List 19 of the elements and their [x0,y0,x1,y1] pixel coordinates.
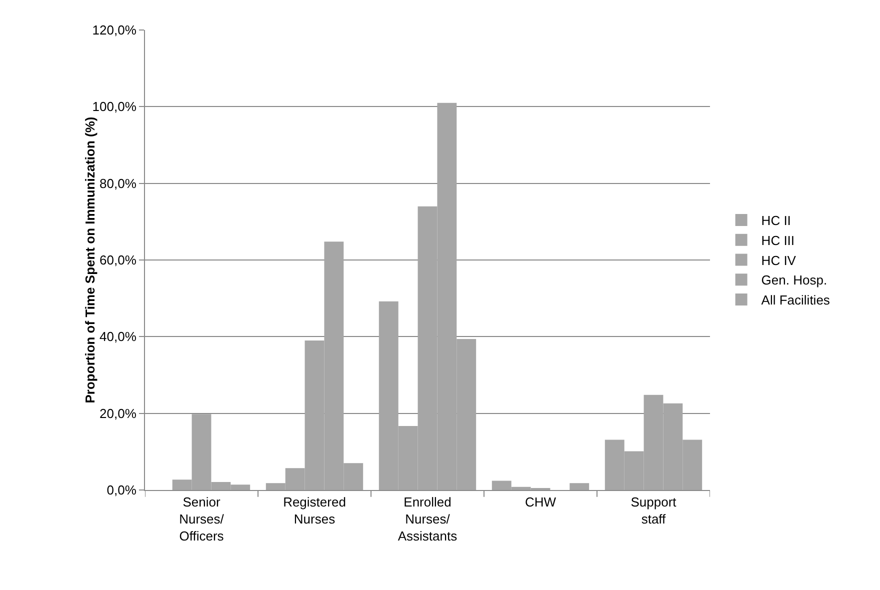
x-tick-label: CHW [524,494,557,510]
x-tick-label: Senior Nurses/ Officers [179,494,224,544]
y-tick-label: 120,0% [92,22,137,38]
x-tick-label: Registered Nurses [283,494,346,526]
legend-label: HC III [761,232,795,248]
bar [570,483,590,490]
y-tick-label: 40,0% [100,329,137,344]
legend-label: HC II [761,213,791,228]
legend-label: HC IV [761,252,796,268]
y-axis-title: Proportion of Time Spent on Immunization (%) [82,116,98,404]
y-tick-label: 20,0% [100,406,137,421]
x-tick-label: Enrolled Nurses/ Assistants [398,494,458,544]
y-tick-label: 0,0% [106,482,137,498]
y-tick-label: 80,0% [100,176,137,191]
legend-label: All Facilities [761,292,830,308]
legend-label: Gen. Hosp. [761,272,828,288]
y-tick-label: 100,0% [92,99,137,114]
x-tick-label: Support staff [630,494,677,526]
y-tick-label: 60,0% [100,252,137,268]
